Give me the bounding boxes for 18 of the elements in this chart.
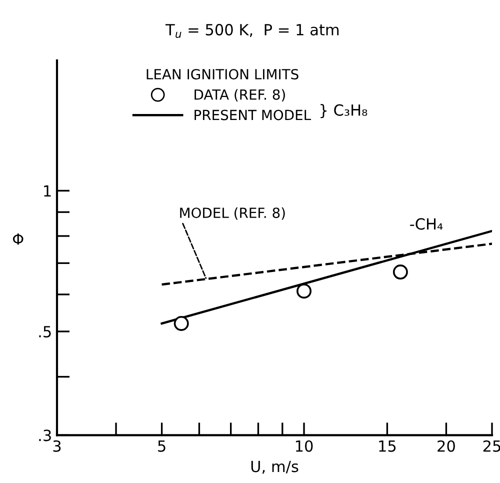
x-tick-label: 3: [53, 440, 61, 452]
x-tick-label: 20: [438, 440, 455, 452]
x-tick-label: 15: [379, 440, 396, 452]
chart-title: T$_{u}$ = 500 K, P = 1 atm: [165, 24, 339, 38]
legend-label: DATA (REF. 8): [194, 89, 285, 102]
y-tick-label: .3: [39, 430, 51, 442]
y-tick-label: .5: [39, 326, 51, 338]
annotation: } C₃H₈: [320, 104, 368, 118]
x-axis-title: U, m/s: [251, 460, 298, 474]
x-tick-label: 10: [296, 440, 313, 452]
x-tick-label: 25: [483, 440, 500, 452]
y-tick-label: 1: [44, 185, 51, 197]
x-tick-label: 5: [158, 440, 166, 452]
annotation: MODEL (REF. 8): [180, 207, 285, 220]
legend-title: LEAN IGNITION LIMITS: [146, 68, 298, 80]
annotation: -CH₄: [410, 218, 443, 230]
y-axis-title: Φ: [12, 233, 24, 245]
legend-label: PRESENT MODEL: [194, 110, 311, 120]
